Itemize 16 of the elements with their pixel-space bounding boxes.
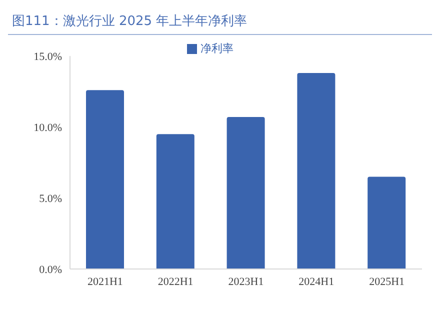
chart-title: 图111：激光行业 2025 年上半年净利率	[8, 8, 432, 35]
legend-label: 净利率	[200, 42, 234, 55]
x-tick-label: 2021H1	[87, 276, 123, 288]
bar	[226, 117, 265, 269]
bar	[156, 134, 194, 269]
x-tick-label: 2024H1	[298, 276, 334, 288]
y-tick-label: 10.0%	[34, 122, 62, 134]
y-tick-label: 0.0%	[39, 264, 62, 276]
y-tick-label: 5.0%	[39, 192, 62, 205]
y-tick-label: 15.0%	[34, 50, 62, 63]
bar	[297, 73, 336, 269]
x-tick-label: 2022H1	[158, 276, 194, 288]
x-tick-label: 2025H1	[369, 276, 405, 288]
bar	[86, 90, 124, 269]
bar	[368, 176, 406, 269]
x-tick-label: 2023H1	[228, 276, 264, 288]
